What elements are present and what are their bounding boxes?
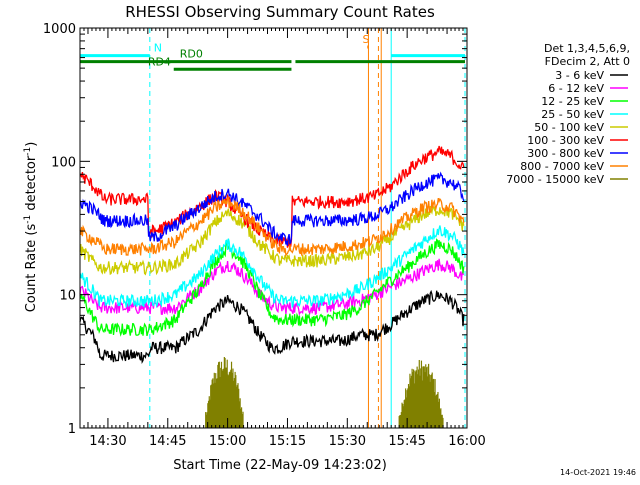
series-line bbox=[79, 289, 465, 364]
flag-label: N bbox=[154, 42, 162, 55]
y-tick-label: 10 bbox=[59, 289, 76, 304]
legend-label: 800 - 7000 keV bbox=[520, 160, 604, 173]
series-line bbox=[79, 171, 465, 246]
flag-label: RD4 bbox=[148, 55, 171, 68]
y-tick-label: 1000 bbox=[43, 22, 76, 37]
x-tick-label: 15:00 bbox=[209, 434, 246, 449]
x-tick-label: 14:30 bbox=[89, 434, 126, 449]
series-line bbox=[79, 196, 465, 257]
plot-frame bbox=[79, 27, 468, 429]
footer-timestamp: 14-Oct-2021 19:46 bbox=[560, 468, 636, 477]
y-axis-label-part: Count Rate (s bbox=[24, 224, 39, 313]
legend-label: 25 - 50 keV bbox=[541, 108, 604, 121]
x-tick-label: 15:45 bbox=[388, 434, 425, 449]
y-tick-label: 1 bbox=[68, 422, 76, 437]
legend-label: 3 - 6 keV bbox=[555, 69, 604, 82]
x-tick-label: 14:45 bbox=[149, 434, 186, 449]
x-axis-label: Start Time (22-May-09 14:23:02) bbox=[173, 458, 387, 473]
y-axis-label-part: ) bbox=[24, 142, 39, 147]
y-tick-label: 100 bbox=[51, 155, 76, 170]
legend-label: 12 - 25 keV bbox=[541, 95, 604, 108]
series-line bbox=[79, 205, 465, 276]
flag-label: RD0 bbox=[180, 48, 203, 61]
legend-label: 6 - 12 keV bbox=[548, 82, 604, 95]
legend-label: 7000 - 15000 keV bbox=[506, 173, 604, 186]
flag-label: S bbox=[362, 33, 369, 46]
legend: Det 1,3,4,5,6,9, FDecim 2, Att 0 3 - 6 k… bbox=[506, 42, 630, 186]
legend-label: 100 - 300 keV bbox=[527, 134, 604, 147]
y-axis-label: Count Rate (s-1 detector-1) bbox=[23, 142, 39, 313]
x-tick-label: 15:15 bbox=[269, 434, 306, 449]
y-axis-label-part: detector bbox=[24, 155, 39, 215]
legend-header-line: Det 1,3,4,5,6,9, bbox=[544, 42, 630, 55]
y-axis-label-exponent: -1 bbox=[23, 215, 33, 224]
y-axis-label-exponent: -1 bbox=[23, 147, 33, 156]
legend-label: 300 - 800 keV bbox=[527, 147, 604, 160]
series-line bbox=[79, 238, 465, 337]
series-line bbox=[79, 225, 465, 309]
chart-title: RHESSI Observing Summary Count Rates bbox=[125, 3, 435, 21]
legend-header-line: FDecim 2, Att 0 bbox=[545, 55, 630, 68]
burst-region bbox=[205, 356, 244, 428]
series-line bbox=[79, 258, 465, 316]
legend-label: 50 - 100 keV bbox=[534, 121, 604, 134]
x-tick-label: 15:30 bbox=[329, 434, 366, 449]
x-tick-label: 16:00 bbox=[448, 434, 485, 449]
